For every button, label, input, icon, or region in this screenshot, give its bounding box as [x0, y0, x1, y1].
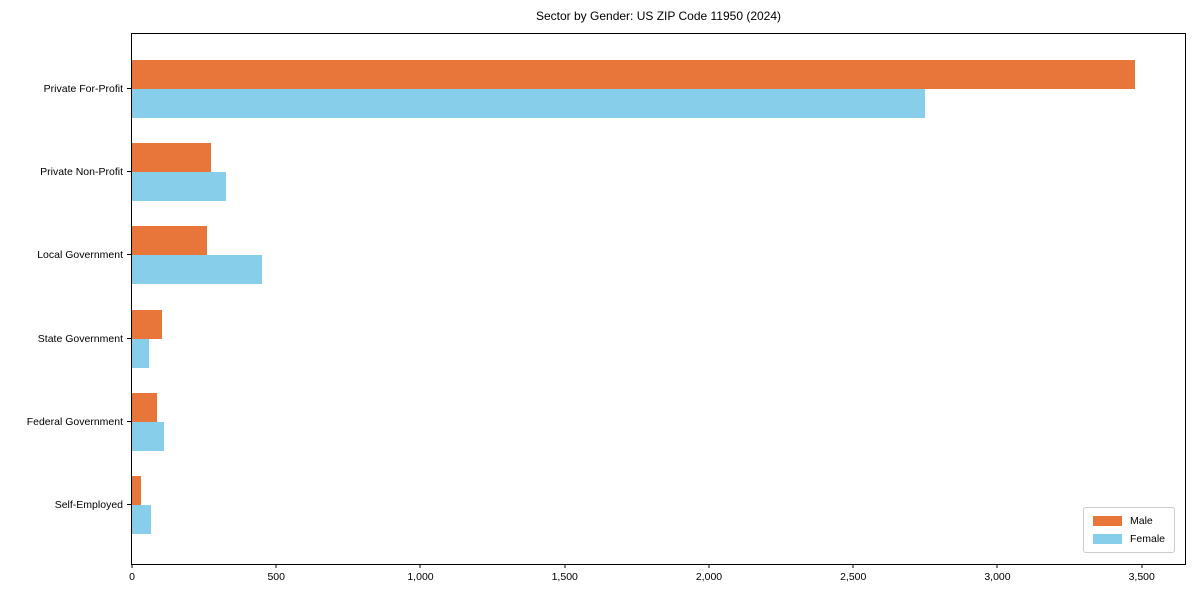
- category-label: Local Government: [37, 249, 123, 262]
- x-tick-label: 2,500: [840, 571, 867, 583]
- category-row: Private Non-Profit: [40, 130, 1185, 213]
- female-bar: [132, 88, 926, 118]
- female-bar: [132, 255, 262, 285]
- female-bar: [132, 505, 151, 535]
- x-tick-label: 500: [267, 571, 285, 583]
- female-bar: [132, 171, 226, 201]
- category-label: Private Non-Profit: [40, 165, 123, 178]
- x-tick-label: 1,500: [551, 571, 578, 583]
- male-bar: [132, 392, 157, 422]
- male-bar: [132, 59, 1135, 89]
- x-tick-mark: [1141, 564, 1143, 568]
- category-row: Local Government: [37, 214, 1185, 297]
- category-label: Self-Employed: [54, 499, 123, 512]
- x-tick-label: 0: [129, 571, 135, 583]
- x-tick-label: 2,000: [695, 571, 723, 583]
- x-tick-mark: [564, 564, 566, 568]
- chart-title: Sector by Gender: US ZIP Code 11950 (202…: [535, 9, 782, 23]
- legend-item-female: Female: [1092, 533, 1165, 545]
- x-tick-label: 3,000: [984, 571, 1011, 583]
- category-label: Federal Government: [26, 415, 123, 428]
- legend-label-female: Female: [1129, 533, 1165, 545]
- male-color-swatch: [1092, 516, 1122, 526]
- female-color-swatch: [1092, 534, 1122, 544]
- female-bar: [132, 338, 150, 368]
- y-tick-mark: [127, 504, 131, 506]
- y-tick-mark: [127, 337, 131, 339]
- x-tick-mark: [708, 564, 710, 568]
- male-bar: [132, 476, 141, 506]
- y-tick-mark: [127, 420, 131, 422]
- category-row: Private For-Profit: [44, 47, 1185, 130]
- male-bar: [132, 226, 207, 256]
- bar-rows: Private For-Profit Private Non-Profit Loca…: [27, 34, 1185, 564]
- legend: Male Female: [1082, 507, 1175, 553]
- female-bar: [132, 421, 164, 451]
- x-tick-mark: [275, 564, 277, 568]
- category-label: Private For-Profit: [43, 82, 123, 95]
- x-tick-mark: [419, 564, 421, 568]
- x-tick-mark: [996, 564, 998, 568]
- category-row: Self-Employed: [55, 464, 1185, 547]
- category-label: State Government: [37, 332, 123, 345]
- y-tick-mark: [127, 87, 131, 89]
- category-row: State Government: [38, 297, 1185, 380]
- legend-item-male: Male: [1092, 515, 1165, 527]
- male-bar: [132, 309, 163, 339]
- x-tick-mark: [131, 564, 133, 568]
- x-tick-mark: [852, 564, 854, 568]
- x-tick-label: 3,500: [1128, 571, 1155, 583]
- plot-area: Private For-Profit Private Non-Profit Loca…: [27, 33, 1186, 583]
- y-tick-mark: [127, 254, 131, 256]
- category-row: Federal Government: [27, 380, 1185, 463]
- y-tick-mark: [127, 170, 131, 172]
- legend-label-male: Male: [1129, 515, 1153, 527]
- male-bar: [132, 142, 212, 172]
- x-tick-label: 1,000: [407, 571, 434, 583]
